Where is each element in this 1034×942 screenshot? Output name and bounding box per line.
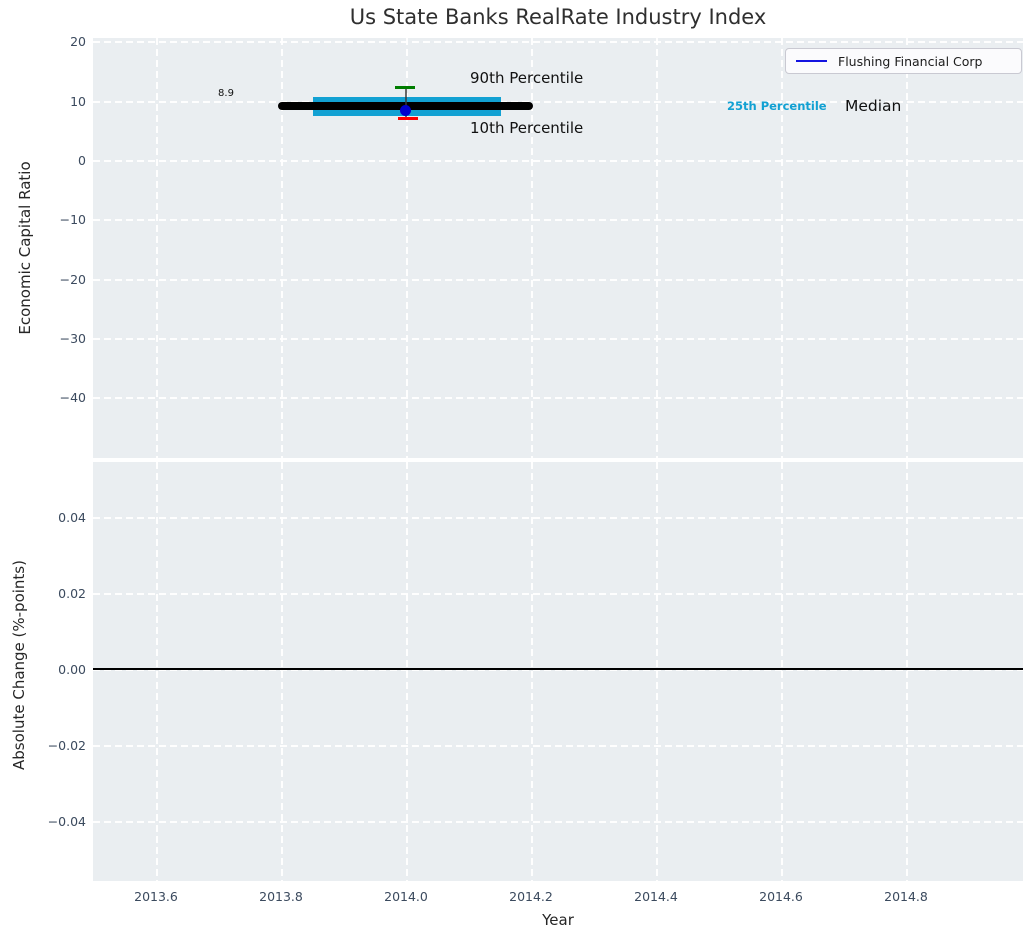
gridline	[156, 38, 158, 458]
gridline	[281, 38, 283, 458]
p90-marker	[395, 86, 415, 89]
legend-label: Flushing Financial Corp	[838, 53, 983, 69]
y-tick-label: 0	[78, 153, 86, 168]
y-tick-label: −30	[59, 331, 86, 346]
legend-line-icon	[796, 59, 827, 63]
y-tick-label: −20	[59, 272, 86, 287]
legend: Flushing Financial Corp	[785, 48, 1022, 74]
gridline	[156, 462, 158, 881]
gridline	[406, 462, 408, 881]
gridline	[531, 38, 533, 458]
y-tick-label: 0.00	[58, 662, 86, 677]
gridline	[656, 462, 658, 881]
p90-annotation: 90th Percentile	[470, 69, 584, 87]
p10-marker	[398, 117, 418, 120]
gridline	[93, 397, 1023, 399]
gridline	[93, 101, 1023, 103]
x-tick-label: 2013.8	[259, 889, 303, 904]
gridline	[781, 38, 783, 458]
gridline	[406, 38, 408, 458]
p25-annotation: 25th Percentile	[727, 99, 827, 113]
p10-annotation: 10th Percentile	[470, 119, 584, 137]
gridline	[93, 219, 1023, 221]
x-tick-label: 2014.4	[634, 889, 678, 904]
x-tick-label: 2014.2	[509, 889, 553, 904]
y-tick-label: −0.02	[47, 738, 86, 753]
gridline	[93, 41, 1023, 43]
y-tick-label: 10	[70, 94, 86, 109]
x-axis-label: Year	[542, 911, 574, 929]
gridline	[93, 593, 1023, 595]
y-tick-label: −40	[59, 390, 86, 405]
gridline	[93, 745, 1023, 747]
x-tick-label: 2014.8	[884, 889, 928, 904]
y-tick-label: 0.02	[58, 586, 86, 601]
gridline	[531, 462, 533, 881]
gridline	[93, 338, 1023, 340]
bottom-y-axis-label: Absolute Change (%-points)	[10, 560, 28, 770]
gridline	[281, 462, 283, 881]
top-plot-area: 8.9 90th Percentile 10th Percentile 25th…	[93, 38, 1023, 458]
bottom-plot-area	[93, 462, 1023, 881]
zero-line	[93, 668, 1023, 670]
median-annotation: Median	[845, 97, 902, 115]
company-point	[400, 105, 411, 116]
x-tick-label: 2014.0	[384, 889, 428, 904]
top-y-axis-label: Economic Capital Ratio	[16, 161, 34, 335]
gridline	[93, 517, 1023, 519]
y-tick-label: −0.04	[47, 814, 86, 829]
gridline	[93, 821, 1023, 823]
x-tick-label: 2013.6	[134, 889, 178, 904]
gridline	[906, 462, 908, 881]
gridline	[93, 160, 1023, 162]
gridline	[93, 279, 1023, 281]
y-tick-label: −10	[59, 212, 86, 227]
gridline	[781, 462, 783, 881]
median-value-label: 8.9	[218, 88, 234, 99]
y-tick-label: 0.04	[58, 510, 86, 525]
x-tick-label: 2014.6	[759, 889, 803, 904]
errorbar-connector	[405, 88, 407, 118]
chart-title: Us State Banks RealRate Industry Index	[349, 5, 767, 29]
gridline	[656, 38, 658, 458]
y-tick-label: 20	[70, 34, 86, 49]
gridline	[906, 38, 908, 458]
